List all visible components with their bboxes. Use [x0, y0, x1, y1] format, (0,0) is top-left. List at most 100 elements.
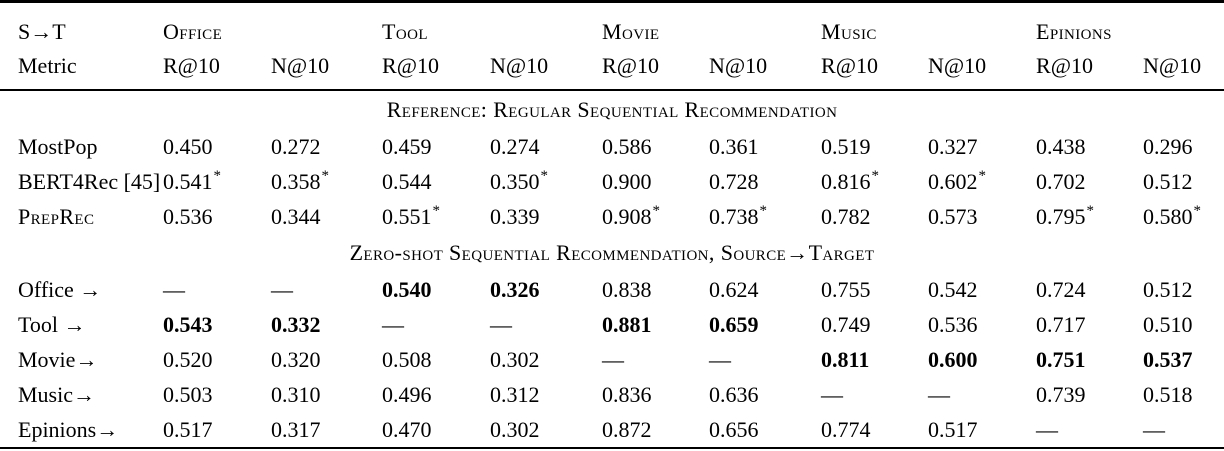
empty-cell: — — [1143, 416, 1166, 442]
section-row: Zero-shot Sequential Recommendation, Sou… — [0, 234, 1224, 272]
value-cell: 0.496 — [382, 381, 432, 407]
value-cell: 0.517 — [163, 416, 213, 442]
value-cell: 0.537 — [1143, 346, 1193, 372]
table-row-preprec: PrepRec 0.536 0.344 0.551* 0.339 0.908* 0.738*… — [0, 199, 1224, 234]
table-row-movie: Movie→ 0.520 0.320 0.508 0.302 — — 0.811 0.600 0.… — [0, 342, 1224, 377]
group-header-music: Music — [821, 19, 877, 44]
value-cell: 0.510 — [1143, 311, 1193, 337]
significance-star: * — [321, 168, 329, 185]
significance-star: * — [978, 168, 987, 185]
metric-header: N@10 — [709, 47, 822, 91]
value-cell: 0.361 — [709, 133, 759, 159]
value-cell: 0.738* — [709, 203, 767, 229]
metric-header-row: Metric R@10 N@10 R@10 N@10 R@10 N@10 R@10 N@10 R… — [0, 47, 1224, 91]
value-cell: 0.908* — [602, 203, 660, 229]
value-cell: 0.749 — [821, 311, 871, 337]
metric-header: N@10 — [271, 47, 383, 91]
empty-cell: — — [1036, 416, 1059, 442]
metric-header: N@10 — [928, 47, 1037, 91]
value-cell: 0.656 — [709, 416, 759, 442]
value-cell: 0.326 — [490, 276, 540, 302]
value-cell: 0.339 — [490, 203, 540, 229]
value-cell: 0.274 — [490, 133, 540, 159]
value-cell: 0.624 — [709, 276, 759, 302]
table-row-mostpop: MostPop 0.450 0.272 0.459 0.274 0.586 0.361 0.5… — [0, 129, 1224, 164]
value-cell: 0.795* — [1036, 203, 1095, 229]
value-cell: 0.536 — [928, 311, 978, 337]
value-cell: 0.350* — [490, 168, 548, 194]
value-cell: 0.872 — [602, 416, 652, 442]
value-cell: 0.542 — [928, 276, 978, 302]
value-cell: 0.551* — [382, 203, 440, 229]
group-header-epinions: Epinions — [1036, 19, 1112, 44]
value-cell: 0.512 — [1143, 168, 1193, 194]
value-cell: 0.600 — [928, 346, 978, 372]
row-label: BERT4Rec [45] — [18, 168, 161, 194]
value-cell: 0.344 — [271, 203, 321, 229]
empty-cell: — — [602, 346, 625, 372]
significance-star: * — [213, 168, 221, 185]
value-cell: 0.544 — [382, 168, 432, 194]
empty-cell: — — [382, 311, 405, 337]
value-cell: 0.702 — [1036, 168, 1086, 194]
value-cell: 0.717 — [1036, 311, 1086, 337]
metric-header: N@10 — [490, 47, 603, 91]
value-cell: 0.636 — [709, 381, 759, 407]
table-row-office: Office → — — 0.540 0.326 0.838 0.624 0.755 0.542… — [0, 272, 1224, 307]
table-row-music: Music→ 0.503 0.310 0.496 0.312 0.836 0.636 — — 0.… — [0, 377, 1224, 412]
value-cell: 0.520 — [163, 346, 213, 372]
value-cell: 0.317 — [271, 416, 321, 442]
table-body: Reference: Regular Sequential Recommenda… — [0, 90, 1224, 448]
value-cell: 0.320 — [271, 346, 321, 372]
empty-cell: — — [821, 381, 844, 407]
value-cell: 0.836 — [602, 381, 652, 407]
value-cell: 0.724 — [1036, 276, 1086, 302]
table-row-tool: Tool → 0.543 0.332 — — 0.881 0.659 0.749 0.536 0.… — [0, 307, 1224, 342]
group-header-tool: Tool — [382, 19, 428, 44]
value-cell: 0.838 — [602, 276, 652, 302]
value-cell: 0.659 — [709, 311, 759, 337]
value-cell: 0.739 — [1036, 381, 1086, 407]
value-cell: 0.811 — [821, 346, 870, 372]
row-label: Office → — [18, 276, 102, 302]
table-row-epinions: Epinions→ 0.517 0.317 0.470 0.302 0.872 0.656 0… — [0, 412, 1224, 448]
row-label: Epinions→ — [18, 416, 119, 442]
value-cell: 0.450 — [163, 133, 213, 159]
significance-star: * — [1086, 203, 1095, 220]
section-header-reference-regular-sequen: Reference: Regular Sequential Recommenda… — [386, 97, 838, 122]
group-header-row: S→T Office Tool Movie Music Epinions — [0, 2, 1224, 48]
value-cell: 0.459 — [382, 133, 432, 159]
metric-header: N@10 — [1143, 47, 1224, 91]
value-cell: 0.296 — [1143, 133, 1193, 159]
metric-header: R@10 — [602, 47, 710, 91]
value-cell: 0.503 — [163, 381, 213, 407]
value-cell: 0.573 — [928, 203, 978, 229]
value-cell: 0.332 — [271, 311, 321, 337]
value-cell: 0.438 — [1036, 133, 1086, 159]
value-cell: 0.312 — [490, 381, 540, 407]
value-cell: 0.881 — [602, 311, 652, 337]
value-cell: 0.536 — [163, 203, 213, 229]
value-cell: 0.543 — [163, 311, 213, 337]
table-header: S→T Office Tool Movie Music Epinions Metric … — [0, 2, 1224, 91]
value-cell: 0.512 — [1143, 276, 1193, 302]
row-label: Movie→ — [18, 346, 98, 372]
value-cell: 0.586 — [602, 133, 652, 159]
metric-header: R@10 — [821, 47, 929, 91]
header-source-target: S→T — [18, 19, 66, 44]
metric-header: R@10 — [382, 47, 491, 91]
value-cell: 0.517 — [928, 416, 978, 442]
value-cell: 0.508 — [382, 346, 432, 372]
significance-star: * — [432, 203, 440, 220]
value-cell: 0.302 — [490, 346, 540, 372]
value-cell: 0.470 — [382, 416, 432, 442]
value-cell: 0.541* — [163, 168, 221, 194]
row-label: PrepRec — [18, 203, 95, 229]
significance-star: * — [1193, 203, 1202, 220]
table-row-bert4rec-45: BERT4Rec [45] 0.541* 0.358* 0.544 0.350* 0.90… — [0, 164, 1224, 199]
value-cell: 0.540 — [382, 276, 432, 302]
value-cell: 0.302 — [490, 416, 540, 442]
value-cell: 0.358* — [271, 168, 329, 194]
empty-cell: — — [163, 276, 185, 302]
